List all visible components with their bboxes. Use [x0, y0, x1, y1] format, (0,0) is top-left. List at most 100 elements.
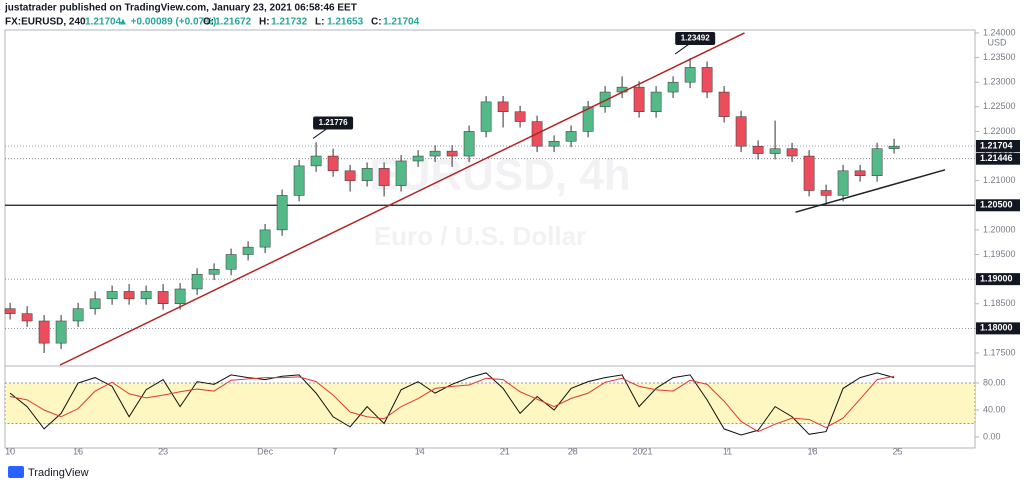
candle-body: [548, 141, 560, 147]
candle-body: [463, 131, 475, 157]
candle-body: [803, 155, 815, 191]
candle-body: [412, 155, 424, 162]
y-tick-label: 1.22000: [983, 126, 1016, 136]
candle-body: [242, 246, 254, 255]
candle-body: [684, 67, 696, 83]
oscillator-line: [10, 375, 895, 433]
y-tick-label: 1.23500: [983, 52, 1016, 62]
candle-body: [480, 101, 492, 132]
oscillator-line: [9, 372, 895, 436]
callout-pointer: [674, 43, 690, 55]
y-tick-label: 1.19500: [983, 249, 1016, 259]
footer: TradingView: [28, 467, 89, 479]
candle-body: [225, 254, 237, 270]
x-tick-label: 16: [73, 446, 83, 456]
y-tick-label: 40.00: [983, 404, 1006, 414]
candle-body: [718, 91, 730, 117]
callout-label: 1.21776: [319, 118, 348, 127]
y-tick-label: 1.24000: [983, 27, 1016, 37]
y-tick-label: 1.22500: [983, 101, 1016, 111]
candle-body: [735, 116, 747, 147]
level-label: 1.18000: [980, 323, 1013, 333]
candle-body: [446, 150, 458, 157]
x-tick-label: 28: [568, 446, 578, 456]
candle-body: [344, 170, 356, 181]
change: ▲ +0.00089 (+0.07%): [118, 17, 216, 28]
callout-box: [313, 116, 354, 130]
candle-body: [429, 150, 441, 157]
ohlc-value: 1.21672: [215, 17, 252, 28]
candle-body: [667, 81, 679, 93]
plot-frame: [4, 29, 976, 449]
candle-body: [106, 291, 118, 300]
ohlc-key: C:: [371, 17, 382, 28]
x-tick-label: 7: [332, 446, 337, 456]
callout-pointer: [312, 128, 328, 139]
y-tick-label: 1.21000: [983, 175, 1016, 185]
level-label: 1.21704: [980, 140, 1013, 150]
level-tag: [976, 152, 1020, 165]
trendline: [795, 169, 946, 213]
candle-body: [514, 111, 526, 122]
candle-body: [55, 320, 67, 344]
callout-label: 1.23492: [681, 34, 710, 43]
candle-body: [752, 145, 764, 154]
candle-body: [259, 229, 271, 248]
x-tick-label: 25: [892, 446, 902, 456]
candle-body: [599, 91, 611, 108]
candle-body: [208, 269, 220, 275]
x-tick-label: Dec: [257, 446, 274, 456]
x-tick-label: 14: [415, 446, 425, 456]
level-label: 1.20500: [980, 200, 1013, 210]
ohlc-key: O:: [203, 17, 214, 28]
candle-body: [701, 67, 713, 93]
symbol: FX:EURUSD, 240: [5, 17, 86, 28]
x-tick-label: 11: [723, 446, 732, 456]
callout-box: [675, 31, 716, 45]
candle-body: [293, 165, 305, 196]
candle-body: [327, 155, 339, 172]
candle-body: [854, 170, 866, 176]
ohlc-key: H:: [259, 17, 270, 28]
candle-body: [378, 168, 390, 186]
x-tick-label: 21: [500, 446, 510, 456]
candle-body: [140, 291, 152, 300]
level-tag: [976, 273, 1020, 286]
candle-body: [276, 195, 288, 231]
x-tick-label: 2021: [632, 446, 652, 456]
candle-body: [786, 148, 798, 157]
candle-body: [837, 170, 849, 196]
candle-body: [888, 145, 900, 149]
candle-body: [582, 106, 594, 132]
candle-body: [157, 291, 169, 305]
currency: USD: [987, 37, 1007, 47]
x-tick-label: 10: [5, 446, 15, 456]
candle-body: [497, 101, 509, 112]
candle-body: [174, 288, 186, 305]
y-tick-label: 80.00: [983, 377, 1006, 387]
candle-body: [310, 155, 322, 167]
candle-body: [4, 308, 16, 314]
y-tick-label: 1.17500: [983, 347, 1016, 357]
y-tick-label: 0.00: [983, 431, 1001, 441]
candle-body: [565, 131, 577, 142]
logo: [8, 466, 24, 478]
ohlc-key: L:: [315, 17, 324, 28]
candle-body: [89, 298, 101, 309]
candle-body: [820, 190, 832, 196]
candle-body: [650, 91, 662, 112]
level-tag: [976, 139, 1020, 152]
candle-body: [633, 86, 645, 112]
candle-body: [123, 291, 135, 300]
band: [4, 382, 976, 425]
y-tick-label: 1.23000: [983, 77, 1016, 87]
ohlc-value: 1.21704: [383, 17, 420, 28]
ohlc-value: 1.21732: [271, 17, 308, 28]
x-tick-label: 23: [158, 446, 168, 456]
candle-body: [38, 320, 50, 344]
last-price: 1.21704: [85, 17, 122, 28]
watermark-sub: Euro / U.S. Dollar: [374, 221, 586, 251]
level-tag: [976, 199, 1020, 212]
publisher: justatrader published on TradingView.com…: [4, 3, 357, 14]
